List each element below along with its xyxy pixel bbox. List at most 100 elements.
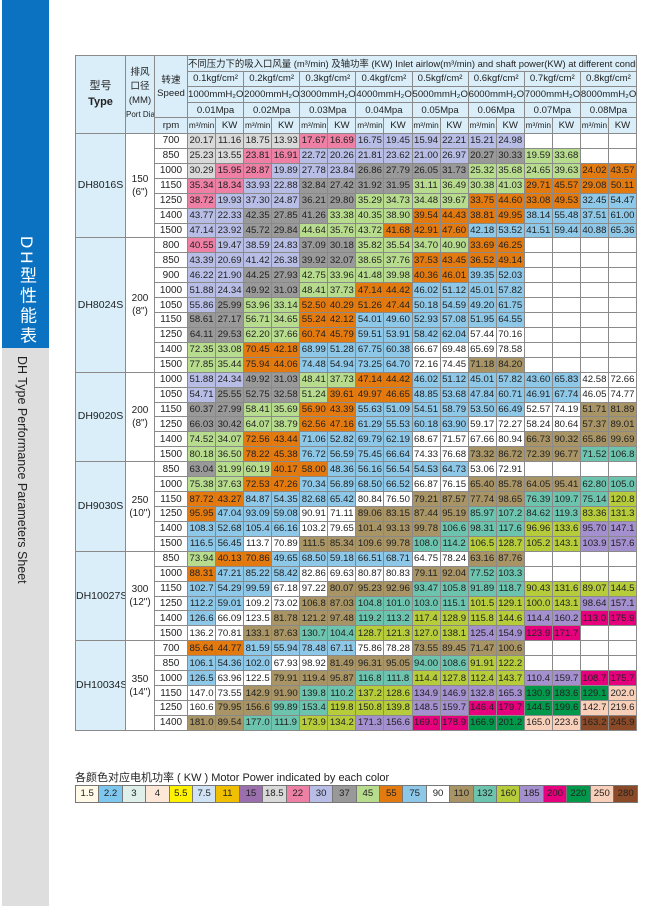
- airflow-cell: [523, 237, 553, 254]
- speed-header-cn: 转速: [161, 74, 181, 86]
- unit-flow-header: m³/min: [579, 117, 609, 134]
- mpa-header: 0.06Mpa: [467, 101, 525, 119]
- power-cell: [607, 326, 638, 343]
- airflow-cell: 82.68: [299, 491, 329, 508]
- airflow-cell: 43.72: [355, 222, 385, 239]
- rpm-cell: 900: [154, 267, 188, 284]
- airflow-cell: 59.51: [355, 326, 385, 343]
- airflow-cell: 45.01: [467, 282, 497, 299]
- airflow-cell: 15.94: [411, 132, 441, 149]
- table-row: 1050 55.86 25.99 53.96 33.14 52.50 40.29 51.26 4…: [76, 297, 638, 314]
- airflow-cell: 130.9: [523, 685, 553, 701]
- power-cell: 80.94: [495, 431, 525, 448]
- airflow-cell: 69.79: [355, 431, 385, 448]
- power-cell: 39.67: [439, 192, 469, 209]
- airflow-cell: 35.82: [355, 237, 385, 254]
- airflow-cell: [579, 625, 609, 642]
- power-cell: 44.43: [439, 207, 469, 224]
- airflow-cell: 116.8: [355, 670, 385, 687]
- power-cell: 26.38: [271, 252, 301, 269]
- airflow-cell: 60.18: [411, 416, 441, 433]
- unit-flow-header: m³/min: [523, 117, 553, 134]
- airflow-cell: 114.4: [523, 610, 553, 627]
- power-cell: 26.97: [439, 147, 469, 164]
- rpm-cell: 1000: [154, 476, 188, 493]
- airflow-cell: 84.62: [523, 506, 553, 522]
- power-cell: 25.99: [215, 297, 245, 314]
- power-cell: 81.78: [271, 610, 301, 627]
- power-cell: 57.82: [495, 282, 525, 299]
- power-cell: 40.90: [439, 237, 469, 254]
- unit-kw-header: KW: [607, 117, 638, 134]
- rpm-cell: 1500: [154, 625, 188, 642]
- power-cell: 27.42: [327, 177, 357, 194]
- airflow-cell: 144.5: [523, 700, 553, 716]
- power-cell: 79.91: [271, 670, 301, 687]
- power-cell: 110.2: [327, 685, 357, 701]
- power-cell: 96.77: [551, 446, 581, 463]
- power-cell: 119.8: [327, 700, 357, 716]
- power-cell: 66.52: [383, 476, 413, 493]
- airflow-cell: 79.11: [411, 565, 441, 582]
- power-cell: 47.16: [327, 416, 357, 433]
- airflow-cell: 20.17: [186, 132, 217, 149]
- unit-kw-header: KW: [215, 117, 245, 134]
- power-cell: 24.34: [215, 282, 245, 299]
- power-cell: 54.29: [215, 580, 245, 597]
- airflow-cell: 66.51: [355, 550, 385, 567]
- power-cell: 66.49: [495, 401, 525, 418]
- mmh2o-header: 6000mmH₂O: [467, 86, 525, 103]
- power-cell: 128.7: [495, 535, 525, 552]
- power-cell: 87.63: [271, 625, 301, 642]
- power-cell: 43.44: [271, 431, 301, 448]
- rpm-cell: 1250: [154, 326, 188, 343]
- airflow-cell: 72.56: [243, 431, 273, 448]
- power-cell: 202.0: [607, 685, 638, 701]
- airflow-cell: 36.52: [467, 252, 497, 269]
- airflow-cell: 64.75: [411, 550, 441, 567]
- airflow-cell: 58.41: [243, 401, 273, 418]
- power-cell: 56.59: [327, 446, 357, 463]
- airflow-cell: 72.16: [411, 356, 441, 373]
- power-cell: 146.9: [439, 685, 469, 701]
- airflow-cell: 49.20: [467, 297, 497, 314]
- power-cell: 20.69: [215, 252, 245, 269]
- airflow-cell: 62.56: [299, 416, 329, 433]
- power-cell: 46.01: [439, 267, 469, 284]
- airflow-cell: 51.24: [299, 386, 329, 403]
- airflow-cell: 44.64: [299, 222, 329, 239]
- airflow-cell: 55.86: [186, 297, 217, 314]
- airflow-cell: 94.00: [411, 655, 441, 672]
- power-cell: 39.61: [327, 386, 357, 403]
- legend-swatch: 15: [239, 786, 264, 802]
- model-type: DH10034S: [75, 640, 126, 731]
- rpm-cell: 1250: [154, 506, 188, 522]
- power-cell: 39.63: [551, 162, 581, 179]
- port-mm: 300: [131, 584, 149, 596]
- power-cell: [551, 461, 581, 478]
- power-cell: 157.1: [607, 595, 638, 612]
- table-row: 850 106.1 54.36 102.0 67.93 98.92 81.49 96.31 95…: [76, 655, 638, 672]
- power-cell: [607, 356, 638, 373]
- airflow-cell: [523, 267, 553, 284]
- table-header: 型号 Type 排风 口径 (MM) Port Dia 转速 Speed 不同压力下的吸入…: [75, 54, 638, 134]
- airflow-cell: 32.84: [299, 177, 329, 194]
- airflow-cell: [523, 282, 553, 299]
- airflow-cell: 45.72: [243, 222, 273, 239]
- power-cell: 69.63: [327, 565, 357, 582]
- power-cell: [551, 640, 581, 657]
- power-cell: 92.04: [439, 565, 469, 582]
- rpm-cell: 1000: [154, 282, 188, 299]
- power-cell: 47.44: [383, 297, 413, 314]
- airflow-cell: [523, 356, 553, 373]
- airflow-cell: 73.55: [411, 640, 441, 657]
- power-cell: 44.60: [495, 192, 525, 209]
- airflow-cell: 38.81: [467, 207, 497, 224]
- airflow-cell: 45.01: [467, 371, 497, 388]
- unit-flow-header: m³/min: [355, 117, 385, 134]
- port-mm: 200: [131, 404, 149, 416]
- airflow-cell: 48.85: [411, 386, 441, 403]
- airflow-cell: 87.72: [186, 491, 217, 508]
- legend-swatch: 4: [146, 786, 170, 802]
- port-mm: 350: [131, 673, 149, 685]
